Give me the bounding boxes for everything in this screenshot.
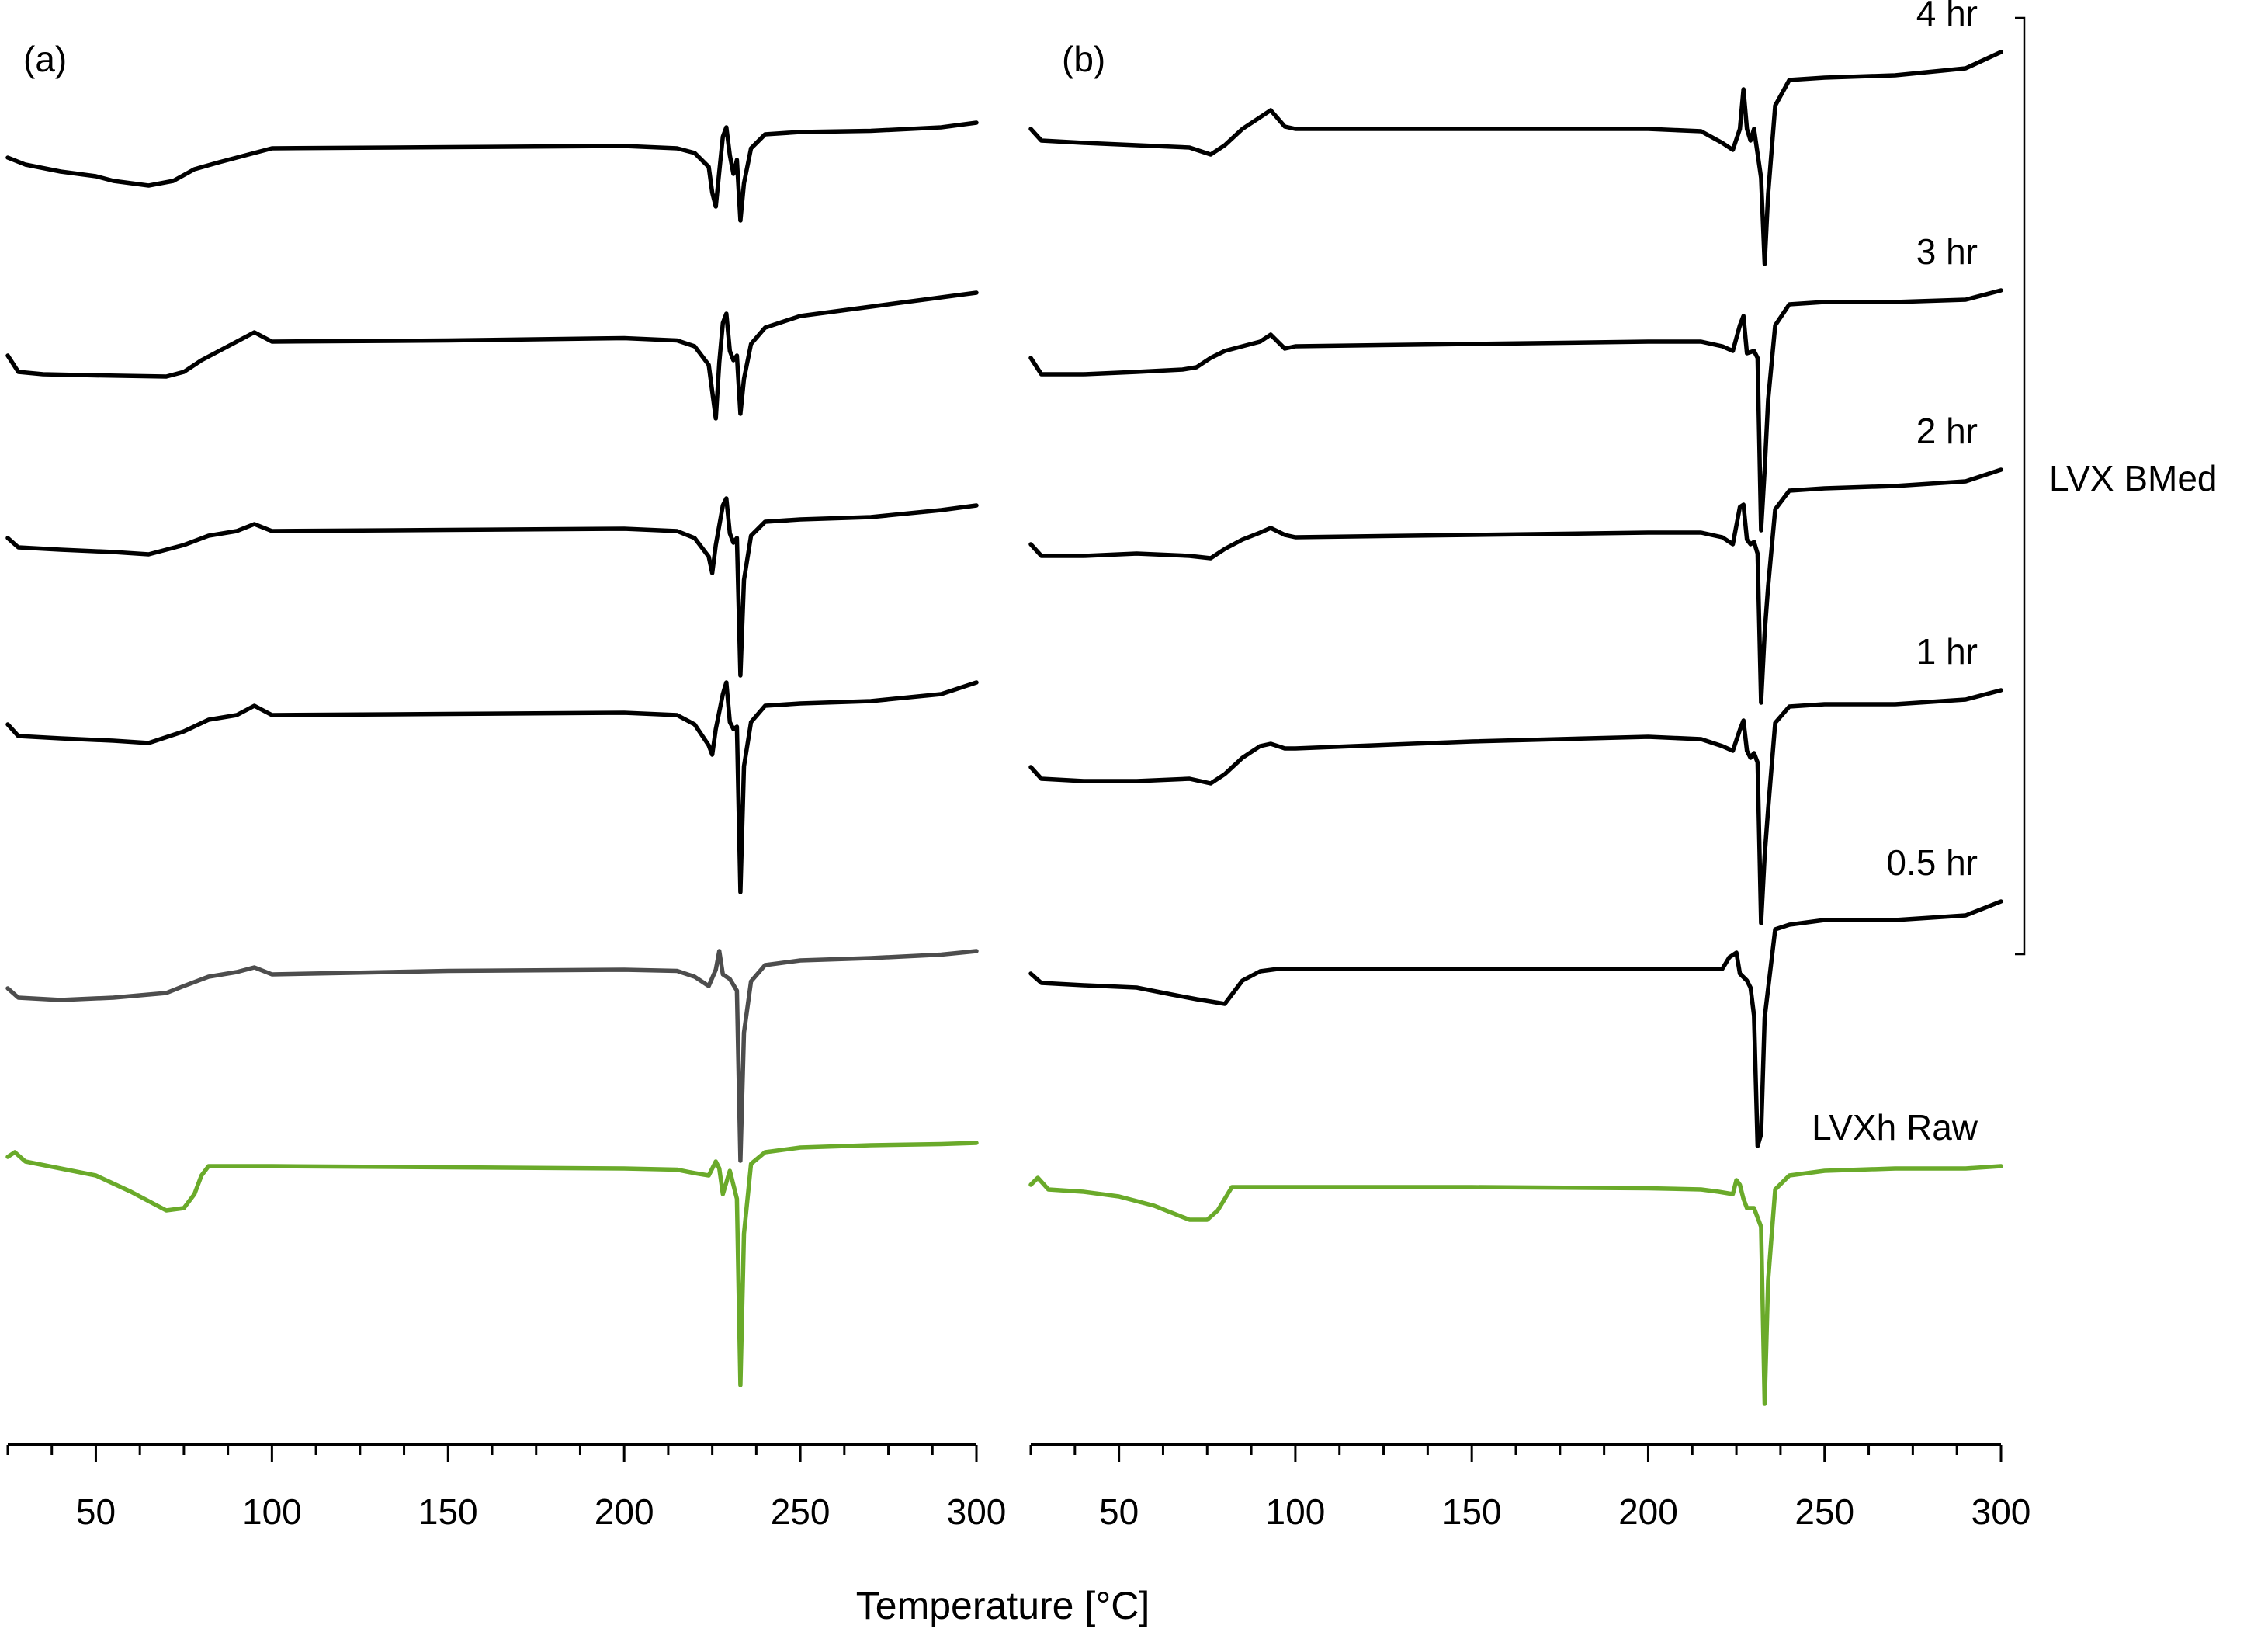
series-label-3-hr: 3 hr (1916, 231, 1978, 272)
panel-b-tick-label: 300 (1971, 1491, 2031, 1532)
panel-b-series-3-hr (1028, 288, 2003, 533)
panel-b: (b) 4 hr 3 hr 2 hr 1 hr 0.5 hr LVXh Raw 50 100… (1028, 0, 2217, 1532)
panel-b-series-4-hr (1028, 50, 2003, 266)
panel-a-label: (a) (23, 39, 67, 79)
x-axis-title: Temperature [°C] (856, 1584, 1150, 1627)
series-label-4-hr: 4 hr (1916, 0, 1978, 33)
panel-b-tick-label: 50 (1099, 1491, 1139, 1532)
panel-a-series-2 (5, 290, 979, 421)
panel-a-series-3 (5, 496, 979, 678)
panel-a-series-6 (5, 1141, 979, 1387)
panel-a-tick-label: 250 (771, 1491, 831, 1532)
panel-b-tick-label: 200 (1618, 1491, 1678, 1532)
panel-a-tick-label: 100 (242, 1491, 302, 1532)
panel-a-ticks: 50 100 150 200 250 300 (6, 1445, 1007, 1532)
panel-b-tick-label: 100 (1266, 1491, 1326, 1532)
panel-a-tick-label: 50 (76, 1491, 116, 1532)
panel-b-series-lvxh-raw (1028, 1164, 2003, 1406)
panel-b-curves (1028, 50, 2003, 1406)
panel-b-curve-labels: 4 hr 3 hr 2 hr 1 hr 0.5 hr LVXh Raw (1812, 0, 1978, 1148)
panel-b-ticks: 50 100 150 200 250 300 (1029, 1445, 2031, 1532)
lvx-bmed-label: LVX BMed (2049, 458, 2217, 498)
panel-b-tick-label: 250 (1795, 1491, 1854, 1532)
panel-a-tick-label: 300 (947, 1491, 1007, 1532)
panel-a: (a) 50 100 150 200 250 300 (5, 39, 1007, 1532)
series-label-2-hr: 2 hr (1916, 411, 1978, 451)
panel-a-series-4 (5, 680, 979, 894)
panel-a-series-5 (5, 949, 979, 1163)
series-label-1-hr: 1 hr (1916, 631, 1978, 672)
panel-b-tick-label: 150 (1442, 1491, 1502, 1532)
panel-b-series-0-5-hr (1028, 899, 2003, 1148)
panel-a-tick-label: 150 (418, 1491, 478, 1532)
panel-b-series-2-hr (1028, 467, 2003, 705)
panel-a-curves (5, 120, 979, 1387)
panel-b-series-1-hr (1028, 688, 2003, 925)
series-label-lvxh-raw: LVXh Raw (1812, 1107, 1978, 1148)
panel-a-tick-label: 200 (595, 1491, 654, 1532)
panel-a-series-1 (5, 120, 979, 223)
panel-b-label: (b) (1062, 39, 1105, 79)
lvx-bmed-bracket (2015, 16, 2026, 956)
series-label-0-5-hr: 0.5 hr (1886, 842, 1978, 883)
